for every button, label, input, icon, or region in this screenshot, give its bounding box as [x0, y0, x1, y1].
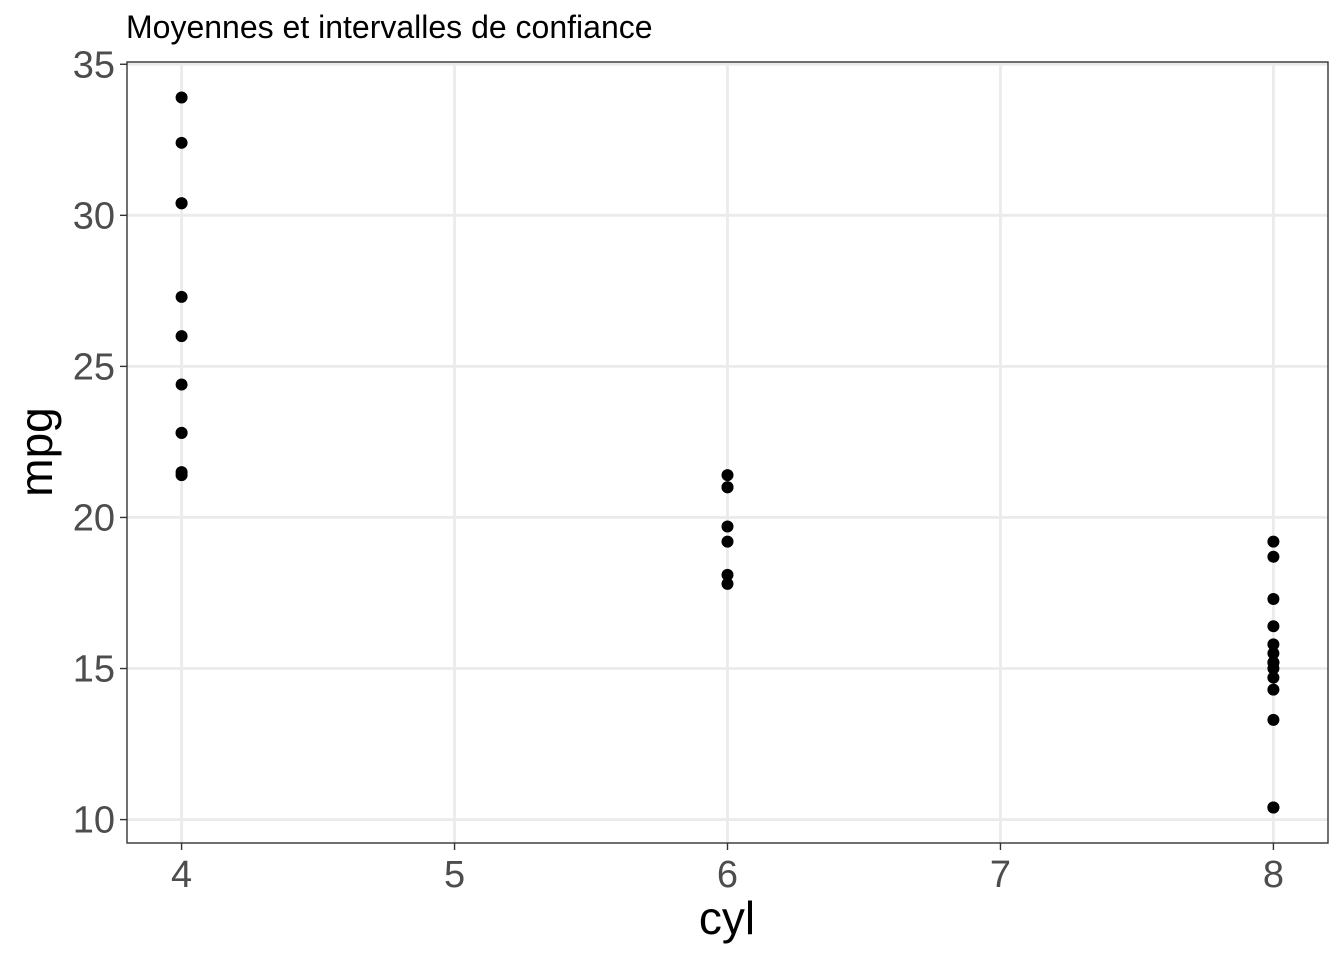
data-point: [175, 197, 188, 210]
y-tick-label: 30: [73, 195, 115, 237]
data-point: [721, 520, 734, 533]
data-point: [721, 568, 734, 581]
data-point: [1267, 550, 1280, 563]
data-points: [175, 91, 1280, 814]
data-point: [175, 91, 188, 104]
data-point: [175, 330, 188, 343]
y-axis-title: mpg: [10, 407, 62, 496]
data-point: [1267, 671, 1280, 684]
data-point: [1267, 662, 1280, 675]
data-point: [721, 577, 734, 590]
x-tick-label: 8: [1263, 854, 1284, 896]
data-point: [1267, 535, 1280, 548]
y-tick-label: 35: [73, 44, 115, 86]
grid-lines: [127, 62, 1328, 843]
chart-title: Moyennes et intervalles de confiance: [126, 9, 653, 45]
x-tick-label: 4: [171, 854, 192, 896]
axis-ticks: [120, 63, 1275, 850]
data-point: [1267, 713, 1280, 726]
data-point: [1267, 638, 1280, 651]
x-tick-label: 5: [444, 854, 465, 896]
data-point: [1267, 683, 1280, 696]
data-point: [175, 426, 188, 439]
data-point: [175, 136, 188, 149]
y-tick-label: 20: [73, 497, 115, 539]
x-axis-title: cyl: [699, 892, 755, 944]
x-tick-label: 6: [717, 854, 738, 896]
data-point: [721, 469, 734, 482]
data-point: [1267, 801, 1280, 814]
data-point: [1267, 647, 1280, 660]
y-tick-label: 10: [73, 800, 115, 842]
y-tick-label: 25: [73, 346, 115, 388]
data-point: [1267, 620, 1280, 633]
x-tick-label: 7: [990, 854, 1011, 896]
data-point: [175, 378, 188, 391]
data-point: [721, 481, 734, 494]
y-tick-label: 15: [73, 649, 115, 691]
data-point: [175, 290, 188, 303]
tick-labels: 4 5 6 7 8 10 15 20 25 30 35: [73, 44, 1284, 896]
data-point: [721, 535, 734, 548]
data-point: [175, 469, 188, 482]
data-point: [1267, 593, 1280, 606]
